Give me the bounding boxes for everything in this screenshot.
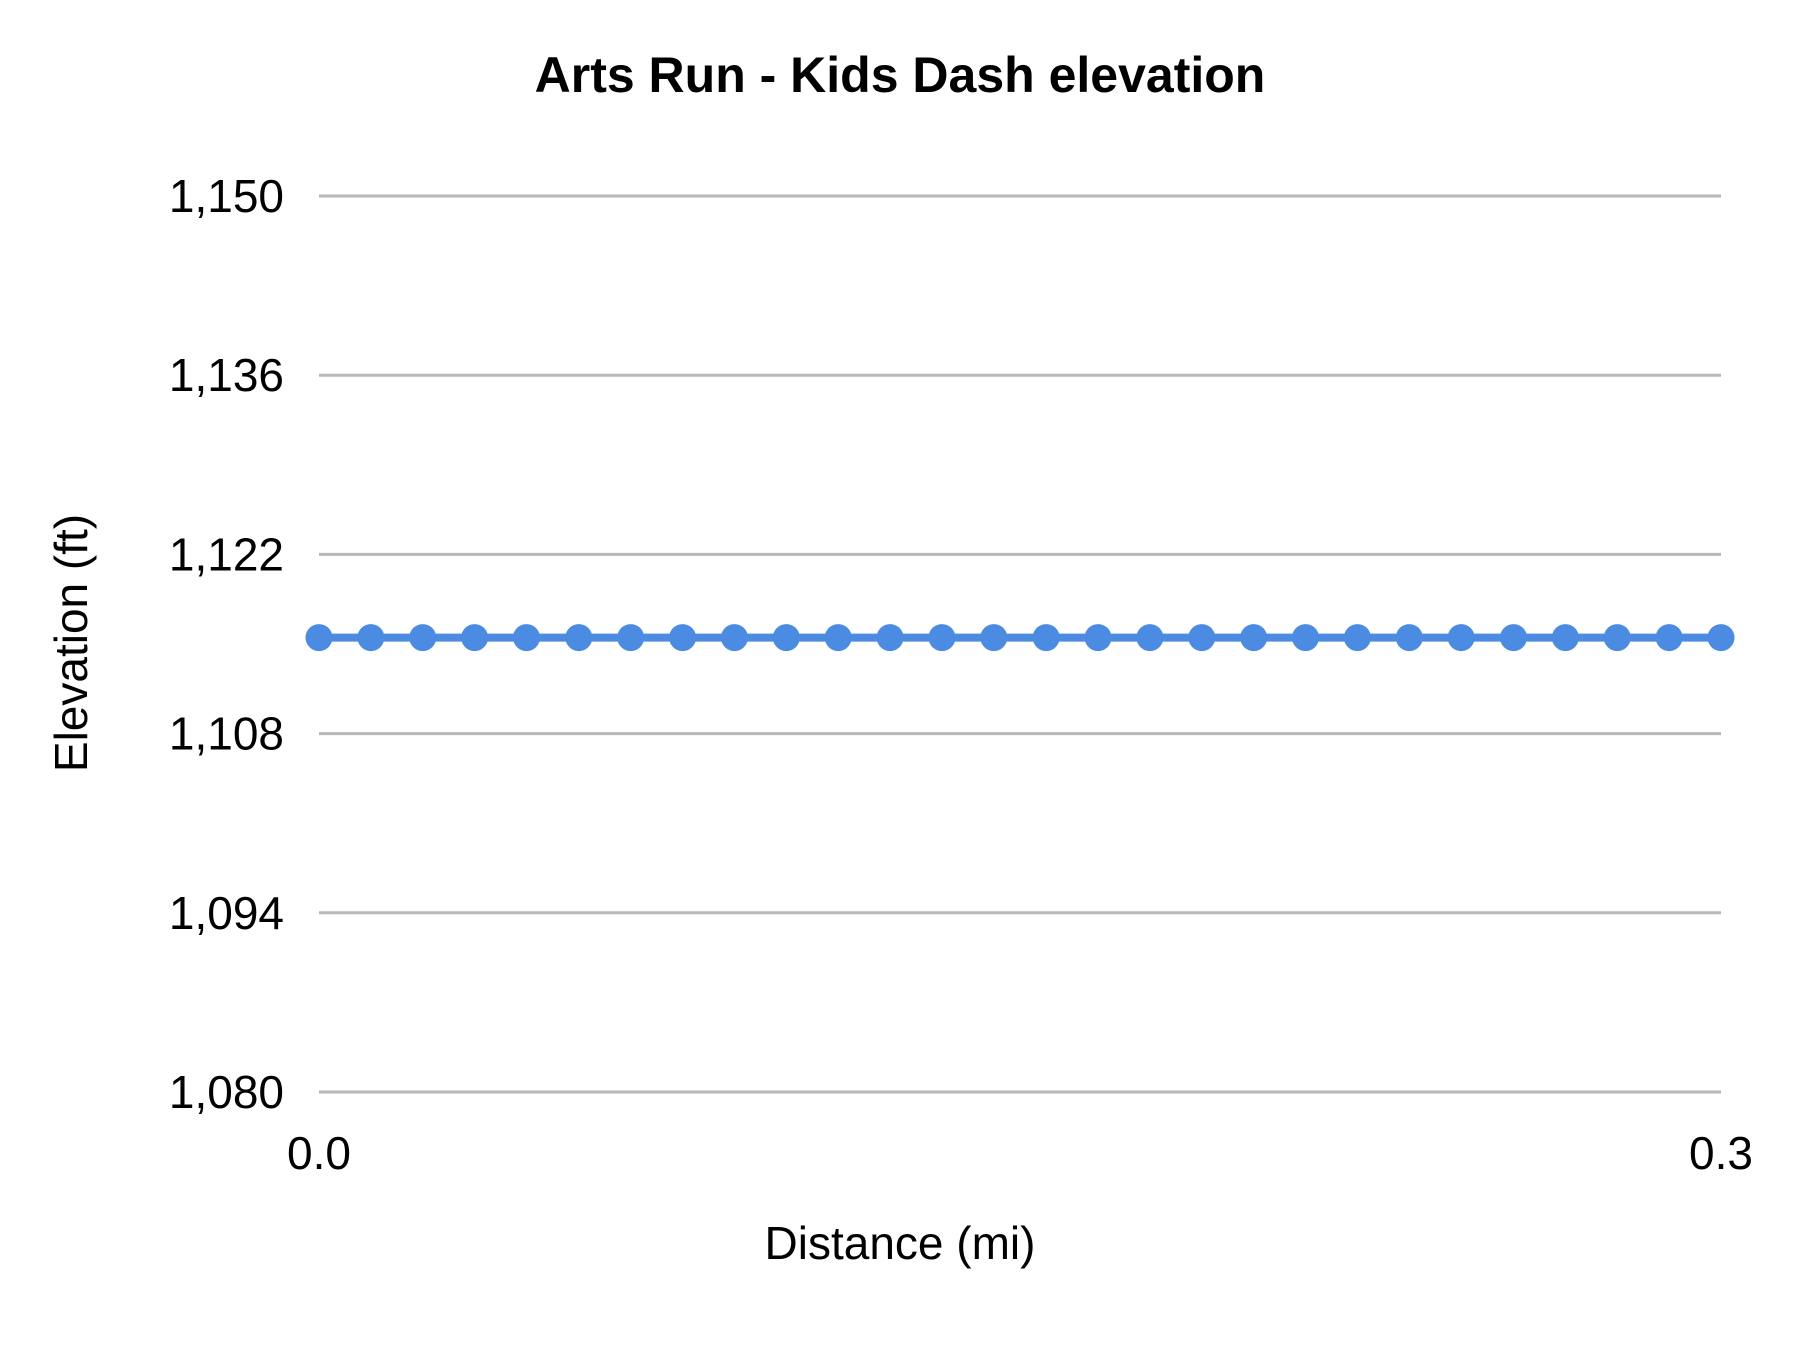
x-tick-label: 0.3 xyxy=(1689,1127,1753,1179)
y-tick-label: 1,094 xyxy=(169,887,284,939)
data-point[interactable] xyxy=(824,624,852,652)
data-point[interactable] xyxy=(617,624,645,652)
data-point[interactable] xyxy=(512,624,540,652)
data-point[interactable] xyxy=(669,624,697,652)
data-point[interactable] xyxy=(1084,624,1112,652)
data-point[interactable] xyxy=(1500,624,1528,652)
data-point[interactable] xyxy=(1343,624,1371,652)
data-point[interactable] xyxy=(1447,624,1475,652)
data-point[interactable] xyxy=(772,624,800,652)
x-tick-label: 0.0 xyxy=(287,1127,351,1179)
data-point[interactable] xyxy=(1395,624,1423,652)
y-tick-label: 1,122 xyxy=(169,528,284,580)
data-point[interactable] xyxy=(1032,624,1060,652)
data-point[interactable] xyxy=(980,624,1008,652)
data-point[interactable] xyxy=(1603,624,1631,652)
chart-title: Arts Run - Kids Dash elevation xyxy=(534,47,1266,103)
data-point[interactable] xyxy=(1136,624,1164,652)
y-tick-label: 1,136 xyxy=(169,349,284,401)
data-point[interactable] xyxy=(305,624,333,652)
data-point[interactable] xyxy=(928,624,956,652)
data-point[interactable] xyxy=(565,624,593,652)
data-point[interactable] xyxy=(1188,624,1216,652)
y-tick-label: 1,080 xyxy=(169,1066,284,1118)
data-point[interactable] xyxy=(1240,624,1268,652)
data-point[interactable] xyxy=(357,624,385,652)
data-point[interactable] xyxy=(1707,624,1735,652)
x-axis-title: Distance (mi) xyxy=(764,1217,1036,1269)
data-point[interactable] xyxy=(409,624,437,652)
y-tick-label: 1,150 xyxy=(169,170,284,222)
data-point[interactable] xyxy=(461,624,489,652)
y-tick-label: 1,108 xyxy=(169,708,284,760)
data-point[interactable] xyxy=(876,624,904,652)
data-point[interactable] xyxy=(1292,624,1320,652)
data-point[interactable] xyxy=(720,624,748,652)
data-point[interactable] xyxy=(1655,624,1683,652)
data-point[interactable] xyxy=(1551,624,1579,652)
